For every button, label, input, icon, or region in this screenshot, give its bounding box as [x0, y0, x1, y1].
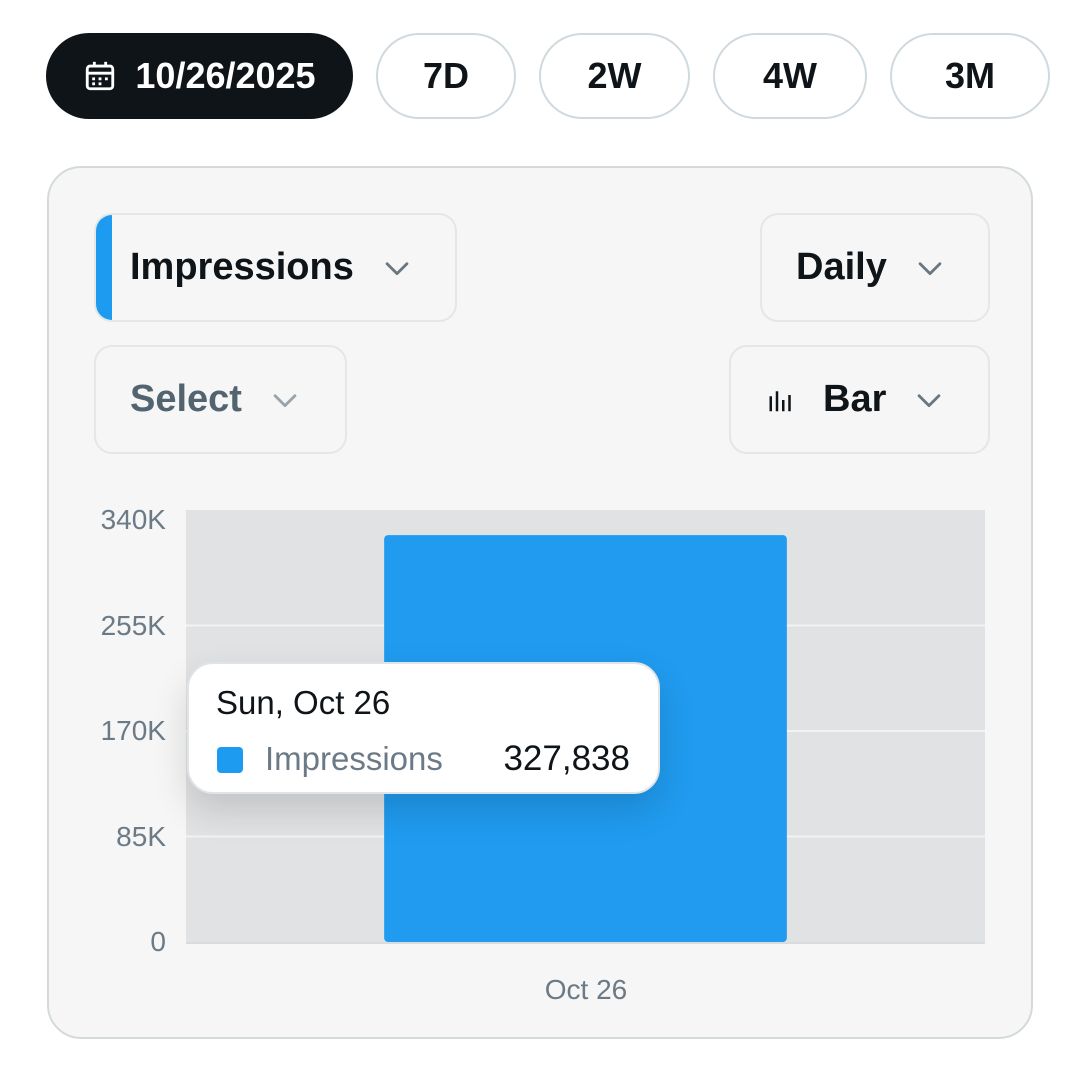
y-tick-label: 340K [100, 504, 166, 535]
compare-label: Select [130, 378, 242, 420]
range-4w-label: 4W [763, 55, 817, 96]
tooltip-value: 327,838 [503, 739, 630, 778]
compare-dropdown[interactable]: Select [94, 345, 347, 454]
interval-label: Daily [796, 246, 887, 288]
range-2w-label: 2W [587, 55, 642, 96]
chevron-down-icon [913, 251, 947, 285]
range-2w-button[interactable]: 2W [539, 33, 690, 119]
chart-card: Impressions Daily Select Bar [47, 166, 1033, 1039]
metric-label: Impressions [130, 246, 354, 288]
y-tick-label: 170K [100, 715, 166, 746]
range-3m-label: 3M [944, 55, 995, 96]
interval-dropdown[interactable]: Daily [760, 213, 990, 322]
chevron-down-icon [380, 251, 414, 285]
chart-type-label: Bar [823, 378, 887, 420]
tooltip-series-swatch [217, 747, 243, 773]
range-7d-label: 7D [422, 55, 470, 96]
range-3m-button[interactable]: 3M [890, 33, 1050, 119]
y-tick-label: 85K [116, 820, 166, 852]
y-tick-label: 255K [100, 609, 166, 641]
range-4w-button[interactable]: 4W [713, 33, 867, 119]
y-axis: 0 85K 170K 255K 340K [69, 488, 166, 958]
chart-tooltip: Sun, Oct 26 Impressions 327,838 [187, 662, 660, 794]
y-tick-label: 0 [150, 926, 166, 957]
tooltip-date: Sun, Oct 26 [216, 684, 391, 721]
metric-dropdown[interactable]: Impressions [94, 213, 457, 322]
bar-chart-icon [767, 385, 797, 415]
date-label: 10/26/2025 [135, 55, 316, 96]
x-tick-label: Oct 26 [544, 974, 628, 1005]
calendar-icon [83, 59, 117, 93]
chevron-down-icon [268, 383, 302, 417]
chevron-down-icon [912, 383, 946, 417]
metric-color-indicator [96, 215, 112, 320]
date-picker-button[interactable]: 10/26/2025 [46, 33, 353, 119]
tooltip-series-name: Impressions [265, 740, 443, 777]
range-7d-button[interactable]: 7D [376, 33, 516, 119]
chart-type-dropdown[interactable]: Bar [729, 345, 990, 454]
bar-chart-plot [186, 510, 985, 944]
